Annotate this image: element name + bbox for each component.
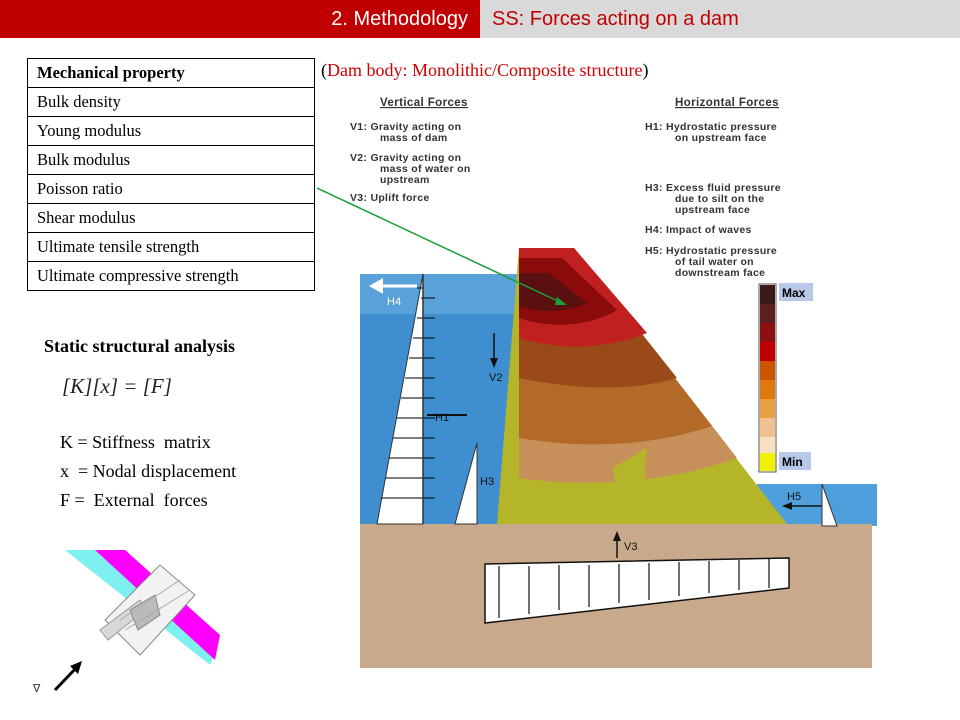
h1-label: H1 xyxy=(435,412,449,424)
axis-triad-icon: ∇ xyxy=(32,682,41,695)
definitions-list: K = Stiffness matrix x = Nodal displacem… xyxy=(60,428,236,515)
h4-force-arrow xyxy=(369,278,417,294)
h3-line2: due to silt on the xyxy=(675,193,764,205)
h5-line2: of tail water on xyxy=(675,256,754,268)
vertical-forces-heading: Vertical Forces xyxy=(380,97,468,109)
h3-line3: upstream face xyxy=(675,204,750,216)
property-pointer-arrow xyxy=(317,187,563,304)
h4-label: H4 xyxy=(387,296,401,308)
h5-line1: H5: Hydrostatic pressure xyxy=(645,245,777,257)
stress-legend xyxy=(758,283,813,473)
section-title: 2. Methodology xyxy=(0,0,480,38)
fem-model-view: ∇ xyxy=(32,550,220,695)
h4-line1: H4: Impact of waves xyxy=(645,224,752,236)
legend-min: Min xyxy=(782,455,803,469)
h5-label: H5 xyxy=(787,491,801,503)
uplift-pressure-diagram xyxy=(484,557,790,624)
v1-line1: V1: Gravity acting on xyxy=(350,121,461,133)
definition-item: K = Stiffness matrix xyxy=(60,432,211,452)
topic-title: SS: Forces acting on a dam xyxy=(480,0,960,38)
legend-max: Max xyxy=(782,286,806,300)
table-row: Bulk density xyxy=(27,87,315,117)
table-row: Shear modulus xyxy=(27,203,315,233)
equation: [K][x] = [F] xyxy=(62,374,172,398)
dam-body-subtitle: (Dam body: Monolithic/Composite structur… xyxy=(321,60,649,80)
h1-arrows xyxy=(381,297,435,499)
v3-line1: V3: Uplift force xyxy=(350,192,429,204)
v1-line2: mass of dam xyxy=(380,132,448,144)
v2-line2: mass of water on xyxy=(380,163,471,175)
h1-line2: on upstream face xyxy=(675,132,767,144)
slide-header: 2. Methodology SS: Forces acting on a da… xyxy=(0,0,960,38)
v2-line1: V2: Gravity acting on xyxy=(350,152,461,164)
table-row: Bulk modulus xyxy=(27,145,315,175)
h5-line3: downstream face xyxy=(675,267,765,279)
definition-item: F = External forces xyxy=(60,490,208,510)
table-row: Ultimate compressive strength xyxy=(27,261,315,291)
h3-label: H3 xyxy=(480,476,494,488)
dam-body xyxy=(497,248,787,524)
table-row: Young modulus xyxy=(27,116,315,146)
analysis-title: Static structural analysis xyxy=(44,336,235,356)
v2-label: V2 xyxy=(489,372,502,384)
h5-pressure-diagram xyxy=(821,483,838,527)
horizontal-forces-heading: Horizontal Forces xyxy=(675,97,779,109)
dam-forces-diagram: Vertical Forces V1: Gravity acting on ma… xyxy=(317,97,877,668)
v2-line3: upstream xyxy=(380,174,430,186)
mechanical-property-table: Mechanical property Bulk density Young m… xyxy=(27,58,315,291)
h1-line1: H1: Hydrostatic pressure xyxy=(645,121,777,133)
v3-label: V3 xyxy=(624,541,637,553)
table-row: Ultimate tensile strength xyxy=(27,232,315,262)
h3-line1: H3: Excess fluid pressure xyxy=(645,182,781,194)
definition-item: x = Nodal displacement xyxy=(60,461,237,481)
table-row: Poisson ratio xyxy=(27,174,315,204)
h3-pressure-diagram xyxy=(454,442,478,525)
table-header: Mechanical property xyxy=(27,58,315,88)
